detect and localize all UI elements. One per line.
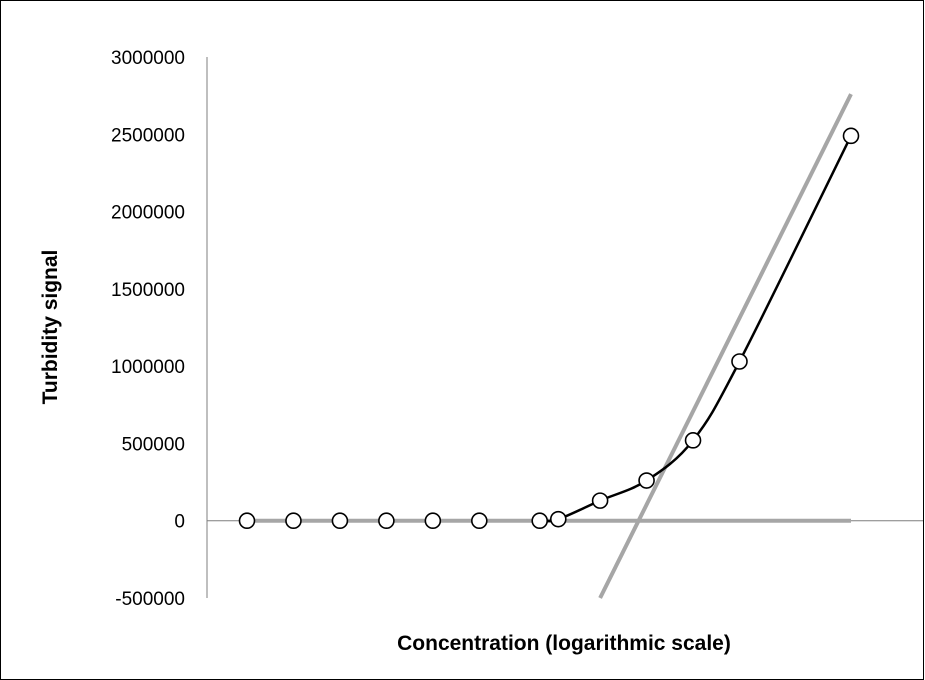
y-axis-title: Turbidity signal <box>39 250 62 405</box>
data-point-marker <box>424 512 442 530</box>
data-point-marker <box>731 353 748 370</box>
data-point-marker <box>591 492 609 509</box>
data-point-marker <box>378 512 395 530</box>
data-point-marker <box>331 512 349 530</box>
data-point-marker <box>285 512 302 530</box>
data-point-marker <box>684 432 702 449</box>
y-tick-label: -500000 <box>115 589 185 610</box>
tangent-line <box>598 93 853 599</box>
y-tick-label: 2500000 <box>111 125 185 146</box>
data-point-marker <box>549 510 567 528</box>
data-point-marker <box>238 512 256 530</box>
y-tick-label: 1500000 <box>111 280 185 301</box>
data-point-marker <box>842 127 860 145</box>
x-axis-title: Concentration (logarithmic scale) <box>397 632 731 655</box>
plot-series <box>238 93 860 599</box>
data-point-marker <box>471 512 488 530</box>
y-tick-label: 0 <box>174 512 185 533</box>
y-tick-label: 2000000 <box>111 203 185 224</box>
y-axis-tick-labels: -500000 0 500000 1000000 1500000 2000000 25000… <box>111 48 185 610</box>
data-point-marker <box>638 472 655 489</box>
data-point-marker <box>531 512 549 530</box>
y-tick-label: 500000 <box>122 434 185 455</box>
y-tick-label: 1000000 <box>111 357 185 378</box>
y-tick-label: 3000000 <box>111 48 185 69</box>
